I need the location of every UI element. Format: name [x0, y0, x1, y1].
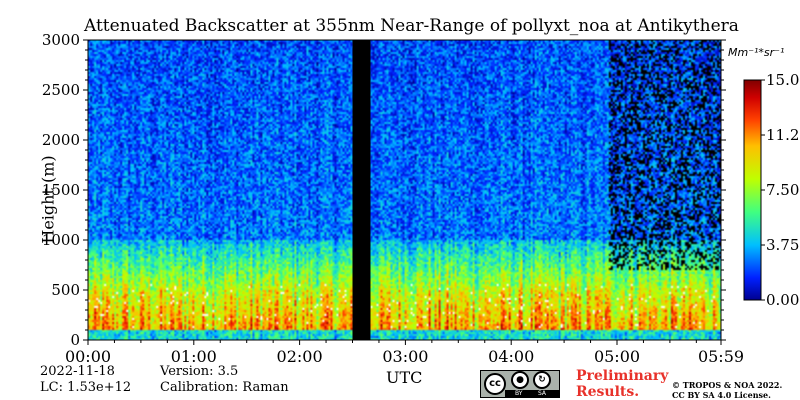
x-axis: 00:00 01:00 02:00 03:00 04:00 05:00 05:59 [65, 340, 744, 366]
colorbar [743, 79, 762, 301]
footer-lc: LC: 1.53e+12 [40, 380, 132, 395]
chart-title: Attenuated Backscatter at 355nm Near-Ran… [84, 16, 739, 36]
data-gap-0 [352, 40, 371, 340]
cc-badge-bar: BY SA [505, 390, 560, 398]
y-axis-label: Height (m) [38, 155, 58, 244]
colorbar-ticks: 0.00 3.75 7.50 11.25 15.00 [761, 71, 800, 309]
footer-version: Version: 3.5 [160, 364, 239, 379]
y-tick-label: 2000 [42, 131, 80, 149]
backscatter-heatmap [88, 40, 721, 340]
data-gap-layer [352, 40, 371, 340]
x-tick-label: 01:00 [171, 347, 217, 366]
x-tick-label: 00:00 [65, 347, 111, 366]
x-tick-label: 02:00 [277, 347, 323, 366]
cc-by-text: BY [515, 390, 523, 397]
colorbar-tick-label: 11.25 [766, 126, 800, 144]
heatmap-raster [88, 40, 721, 340]
x-tick-label: 05:59 [698, 347, 744, 366]
y-axis: 0 500 1000 1500 2000 2500 3000 [42, 31, 726, 349]
copyright-notice: © TROPOS & NOA 2022. CC BY SA 4.0 Licens… [672, 380, 782, 400]
copyright-line-2: CC BY SA 4.0 License. [672, 390, 771, 400]
x-axis-label: UTC [386, 368, 423, 387]
y-tick-label: 1500 [42, 181, 80, 199]
colorbar-unit-label: Mm⁻¹*sr⁻¹ [728, 46, 785, 59]
cc-icon: cc [484, 373, 506, 395]
preliminary-line-1: Preliminary [576, 368, 669, 384]
footer-date: 2022-11-18 [40, 364, 115, 379]
y-tick-label: 500 [51, 281, 80, 299]
share-alike-icon: ↻ [533, 371, 551, 389]
by-person-icon: ● [511, 371, 529, 389]
y-tick-label: 3000 [42, 31, 80, 49]
colorbar-tick-label: 7.50 [766, 181, 799, 199]
y-tick-label: 1000 [42, 231, 80, 249]
cc-sa-text: SA [538, 390, 547, 397]
copyright-line-1: © TROPOS & NOA 2022. [672, 380, 783, 390]
x-tick-label: 05:00 [594, 347, 640, 366]
preliminary-notice: Preliminary Results. [576, 368, 668, 400]
colorbar-tick-label: 3.75 [766, 236, 799, 254]
x-tick-label: 03:00 [382, 347, 428, 366]
x-tick-label: 04:00 [488, 347, 534, 366]
preliminary-line-2: Results. [576, 384, 640, 400]
y-tick-label: 2500 [42, 81, 80, 99]
colorbar-tick-label: 15.00 [766, 71, 800, 89]
cc-license-badge[interactable]: cc ● ↻ BY SA [480, 370, 560, 398]
colorbar-tick-label: 0.00 [766, 291, 799, 309]
footer-calibration: Calibration: Raman [160, 380, 289, 395]
y-tick-label: 0 [70, 331, 80, 349]
